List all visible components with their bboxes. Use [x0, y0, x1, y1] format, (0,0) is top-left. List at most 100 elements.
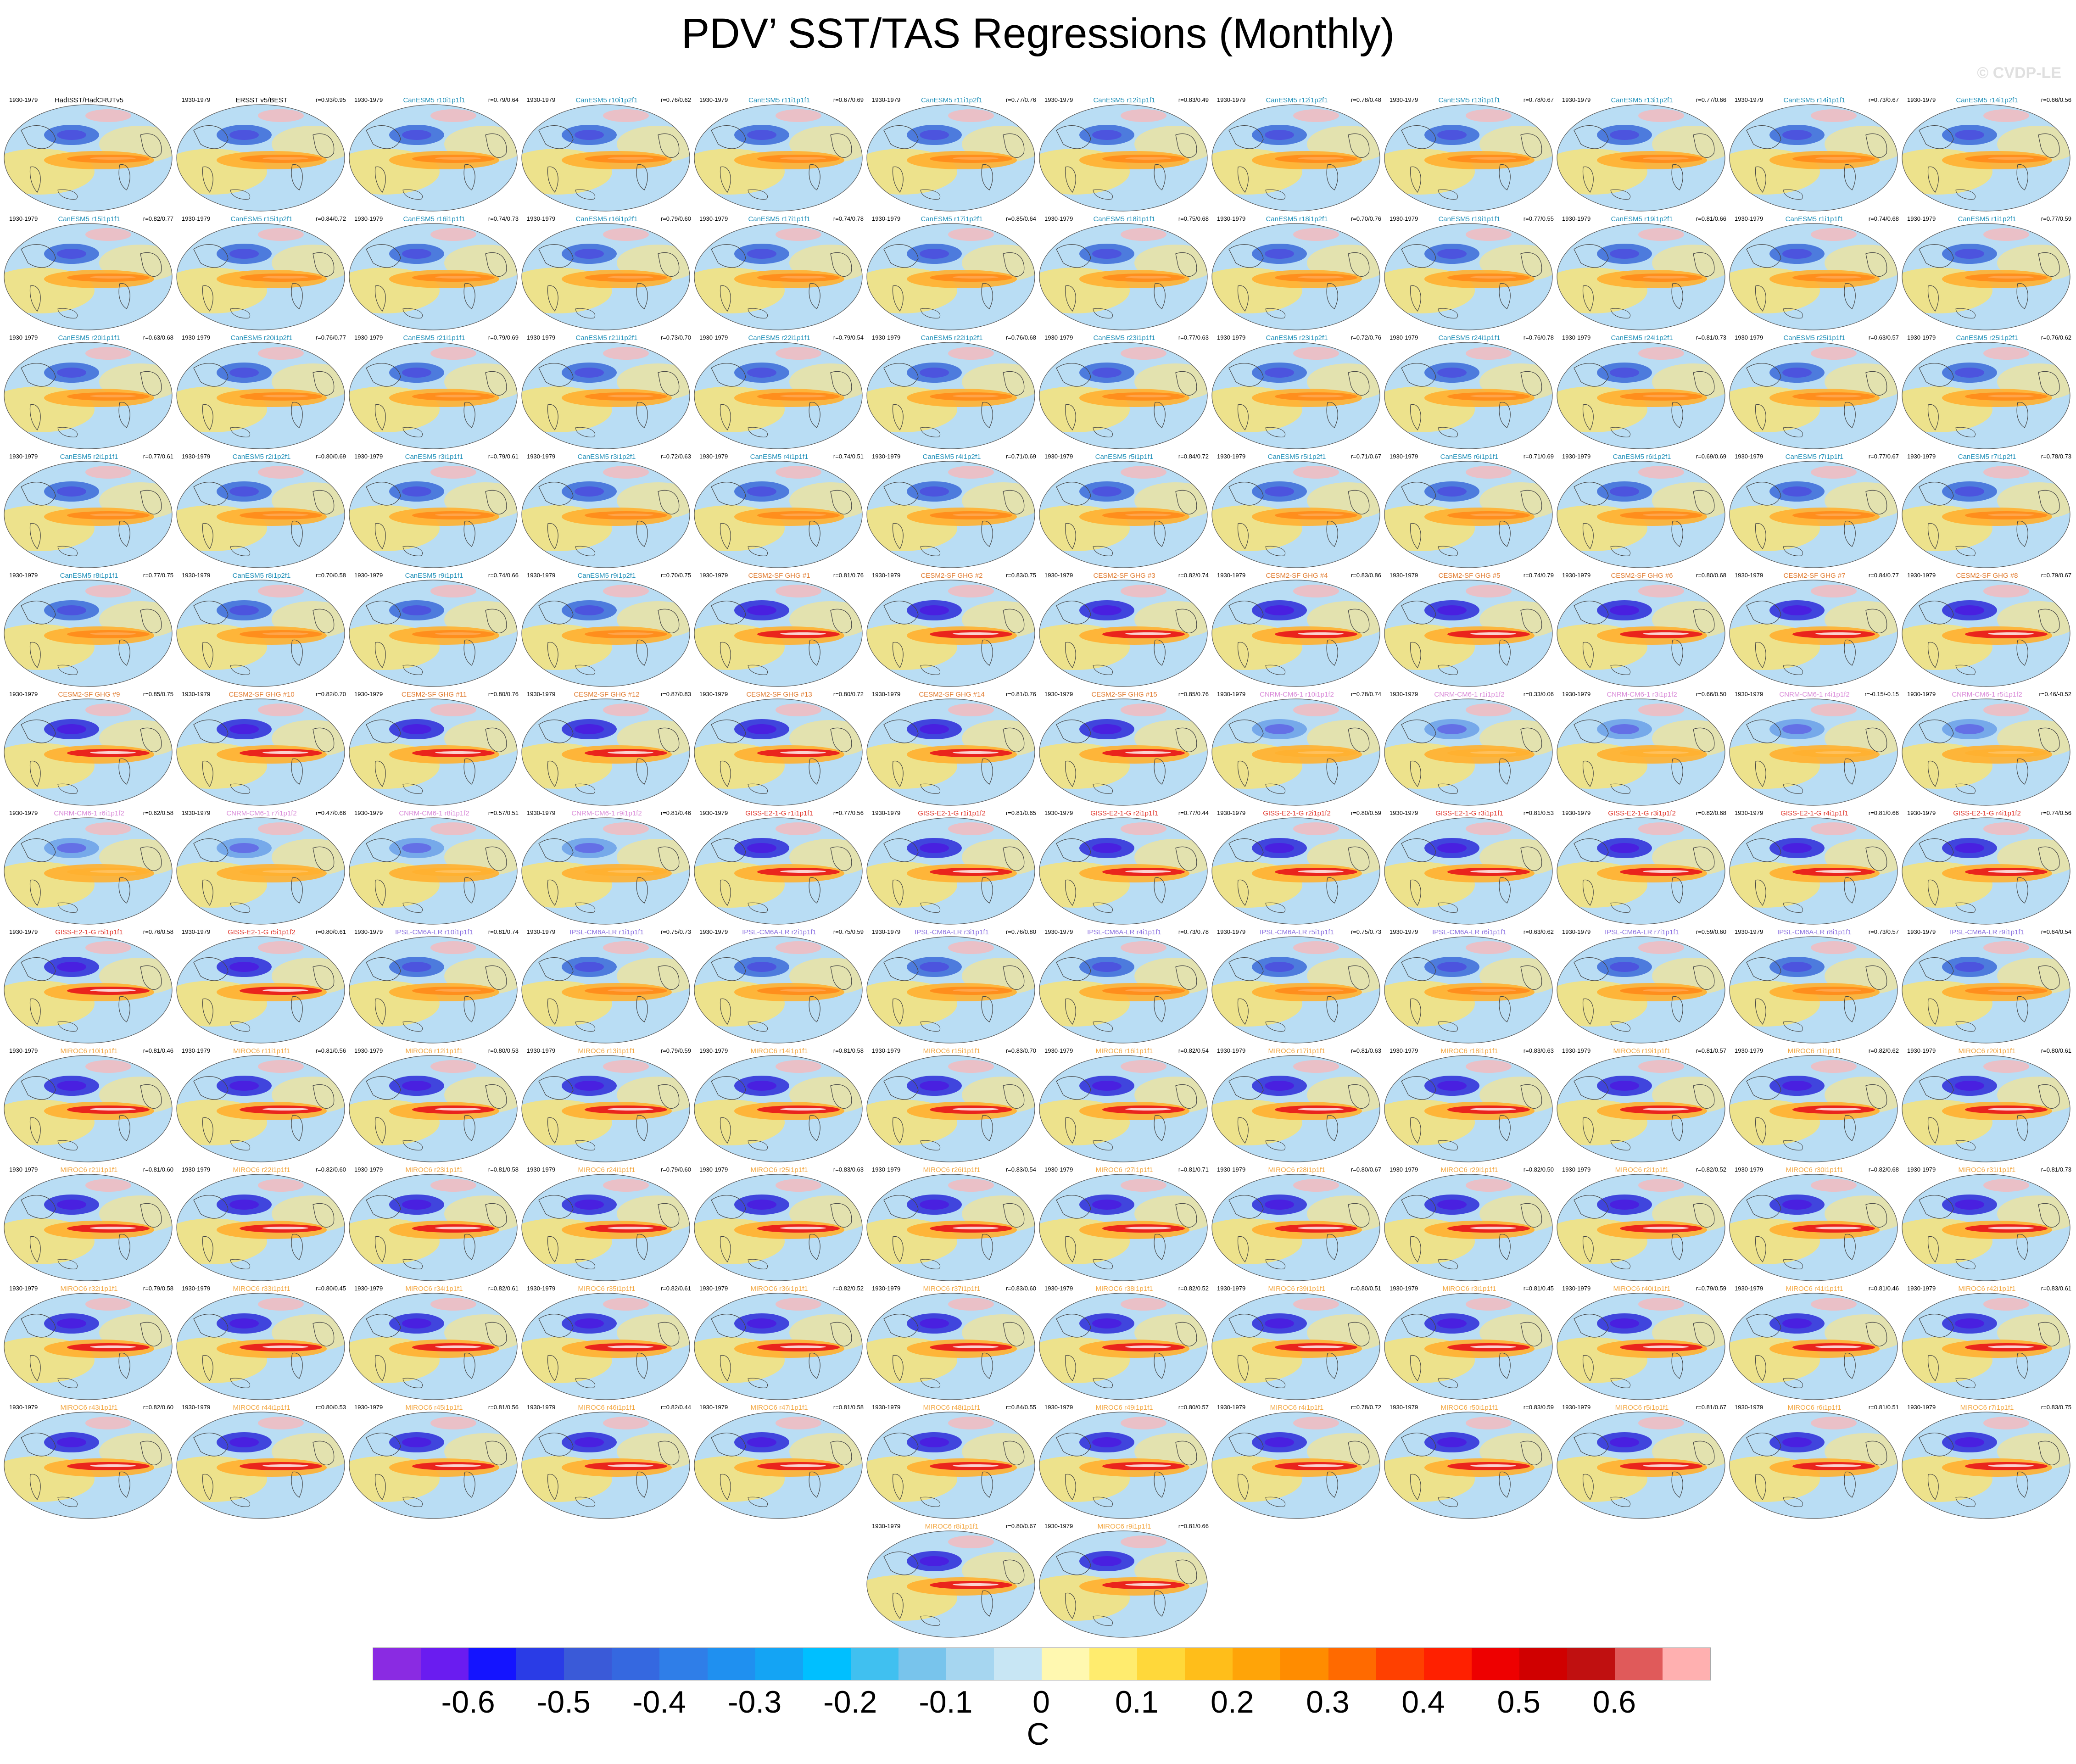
panel-period: 1930-1979: [527, 215, 556, 222]
panel-title: CanESM5 r12i1p2f1: [1266, 96, 1328, 104]
colorbar-tick-label: -0.5: [536, 1685, 591, 1719]
colorbar-segment: [1567, 1648, 1615, 1680]
map-panel: 1930-1979 CESM2-SF GHG #13 r=0.80/0.72: [693, 691, 865, 811]
panel-period: 1930-1979: [9, 572, 38, 579]
panel-title: CanESM5 r13i1p2f1: [1611, 96, 1673, 104]
panel-title: MIROC6 r18i1p1f1: [1440, 1047, 1498, 1055]
panel-correlation: r=0.82/0.44: [660, 1404, 691, 1411]
panel-correlation: r=0.82/0.52: [1178, 1285, 1209, 1292]
panel-title: GISS-E2-1-G r5i1p1f1: [55, 928, 123, 936]
panel-correlation: r=0.78/0.72: [1351, 1404, 1381, 1411]
regression-map: [694, 342, 863, 449]
regression-map: [1902, 1412, 2070, 1519]
panel-correlation: r=0.76/0.78: [1523, 334, 1554, 341]
map-panel: 1930-1979 CNRM-CM6-1 r9i1p1f2 r=0.81/0.46: [520, 809, 693, 930]
panel-correlation: r=0.77/0.55: [1523, 215, 1554, 222]
regression-map: [521, 1055, 690, 1162]
panel-title: MIROC6 r1i1p1f1: [1787, 1047, 1842, 1055]
map-panel: 1930-1979 CESM2-SF GHG #6 r=0.80/0.68: [1556, 572, 1728, 692]
panel-title: CanESM5 r23i1p2f1: [1266, 334, 1328, 342]
colorbar-segment: [659, 1648, 708, 1680]
panel-period: 1930-1979: [527, 809, 556, 816]
panel-title: IPSL-CM6A-LR r1i1p1f1: [569, 928, 644, 936]
map-panel: 1930-1979 MIROC6 r1i1p1f1 r=0.82/0.62: [1728, 1047, 1901, 1167]
panel-title: CESM2-SF GHG #3: [1093, 572, 1155, 580]
panel-title: MIROC6 r16i1p1f1: [1095, 1047, 1153, 1055]
regression-map: [1211, 223, 1380, 330]
panel-title: CanESM5 r21i1p1f1: [403, 334, 465, 342]
panel-correlation: r=0.74/0.73: [488, 215, 519, 222]
regression-map: [349, 1174, 518, 1281]
panel-period: 1930-1979: [182, 691, 211, 698]
regression-map: [1729, 580, 1898, 687]
colorbar-segment: [1280, 1648, 1328, 1680]
regression-map: [1729, 1174, 1898, 1281]
panel-period: 1930-1979: [1907, 334, 1936, 341]
panel-title: MIROC6 r4i1p1f1: [1270, 1404, 1324, 1412]
panel-title: CanESM5 r7i1p2f1: [1958, 453, 2016, 461]
panel-period: 1930-1979: [872, 1404, 901, 1411]
panel-correlation: r=0.83/0.54: [1005, 1166, 1036, 1173]
panel-title: CESM2-SF GHG #8: [1956, 572, 2018, 580]
map-panel: 1930-1979 MIROC6 r16i1p1f1 r=0.82/0.54: [1038, 1047, 1211, 1167]
panel-title: MIROC6 r21i1p1f1: [60, 1166, 118, 1174]
panel-period: 1930-1979: [527, 453, 556, 460]
panel-correlation: r=0.80/0.59: [1351, 809, 1381, 816]
map-panel: 1930-1979 IPSL-CM6A-LR r9i1p1f1 r=0.64/0.5…: [1901, 928, 2073, 1049]
panel-correlation: r=0.79/0.69: [488, 334, 519, 341]
map-panel: 1930-1979 CanESM5 r21i1p1f1 r=0.79/0.69: [348, 334, 520, 454]
panel-period: 1930-1979: [1907, 215, 1936, 222]
panel-title: CanESM5 r4i1p1f1: [750, 453, 809, 461]
panel-title: IPSL-CM6A-LR r7i1p1f1: [1605, 928, 1679, 936]
panel-period: 1930-1979: [1390, 334, 1418, 341]
panel-correlation: r=0.77/0.61: [143, 453, 173, 460]
panel-correlation: r=0.80/0.53: [488, 1047, 519, 1054]
map-panel: 1930-1979 CanESM5 r20i1p2f1 r=0.76/0.77: [175, 334, 348, 454]
regression-map: [1729, 223, 1898, 330]
regression-map: [1729, 461, 1898, 568]
panel-correlation: r=0.83/0.61: [2041, 1285, 2071, 1292]
panel-period: 1930-1979: [1735, 96, 1763, 103]
panel-period: 1930-1979: [1044, 691, 1073, 698]
panel-title: MIROC6 r15i1p1f1: [923, 1047, 981, 1055]
panel-period: 1930-1979: [1735, 1404, 1763, 1411]
map-panel: 1930-1979 CanESM5 r2i1p1f1 r=0.77/0.61: [3, 453, 175, 573]
panel-correlation: r=0.72/0.63: [660, 453, 691, 460]
panel-title: MIROC6 r28i1p1f1: [1268, 1166, 1326, 1174]
regression-map: [1729, 936, 1898, 1044]
panel-correlation: r=0.82/0.52: [1696, 1166, 1726, 1173]
panel-correlation: r=0.78/0.67: [1523, 96, 1554, 103]
panel-title: MIROC6 r49i1p1f1: [1095, 1404, 1153, 1412]
map-panel: 1930-1979 IPSL-CM6A-LR r7i1p1f1 r=0.59/0.6…: [1556, 928, 1728, 1049]
panel-title: CNRM-CM6-1 r6i1p1f2: [54, 809, 124, 817]
panel-correlation: r=0.75/0.59: [833, 928, 864, 935]
panel-correlation: r=0.82/0.77: [143, 215, 173, 222]
map-panel: 1930-1979 CESM2-SF GHG #2 r=0.83/0.75: [865, 572, 1038, 692]
panel-correlation: r=0.82/0.60: [143, 1404, 173, 1411]
panel-correlation: r=0.77/0.44: [1178, 809, 1209, 816]
panel-period: 1930-1979: [1217, 691, 1246, 698]
regression-map: [694, 1293, 863, 1400]
panel-period: 1930-1979: [1907, 453, 1936, 460]
regression-map: [866, 1293, 1035, 1400]
panel-correlation: r=0.80/0.61: [315, 928, 346, 935]
map-panel: 1930-1979 MIROC6 r14i1p1f1 r=0.81/0.58: [693, 1047, 865, 1167]
regression-map: [1557, 342, 1725, 449]
panel-period: 1930-1979: [354, 453, 383, 460]
panel-title: GISS-E2-1-G r2i1p1f1: [1090, 809, 1158, 817]
panel-title: MIROC6 r14i1p1f1: [750, 1047, 808, 1055]
panel-title: ERSST v5/BEST: [235, 96, 288, 104]
regression-map: [694, 223, 863, 330]
panel-correlation: r=0.70/0.75: [660, 572, 691, 579]
panel-correlation: r=0.78/0.74: [1351, 691, 1381, 698]
panel-correlation: r=0.73/0.78: [1178, 928, 1209, 935]
panel-period: 1930-1979: [9, 453, 38, 460]
panel-correlation: r=0.79/0.59: [660, 1047, 691, 1054]
regression-map: [1729, 104, 1898, 212]
regression-map: [1039, 342, 1208, 449]
regression-map: [176, 1293, 345, 1400]
panel-title: GISS-E2-1-G r1i1p1f2: [918, 809, 986, 817]
regression-map: [176, 1055, 345, 1162]
map-panel: 1930-1979 CanESM5 r21i1p2f1 r=0.73/0.70: [520, 334, 693, 454]
panel-period: 1930-1979: [354, 334, 383, 341]
